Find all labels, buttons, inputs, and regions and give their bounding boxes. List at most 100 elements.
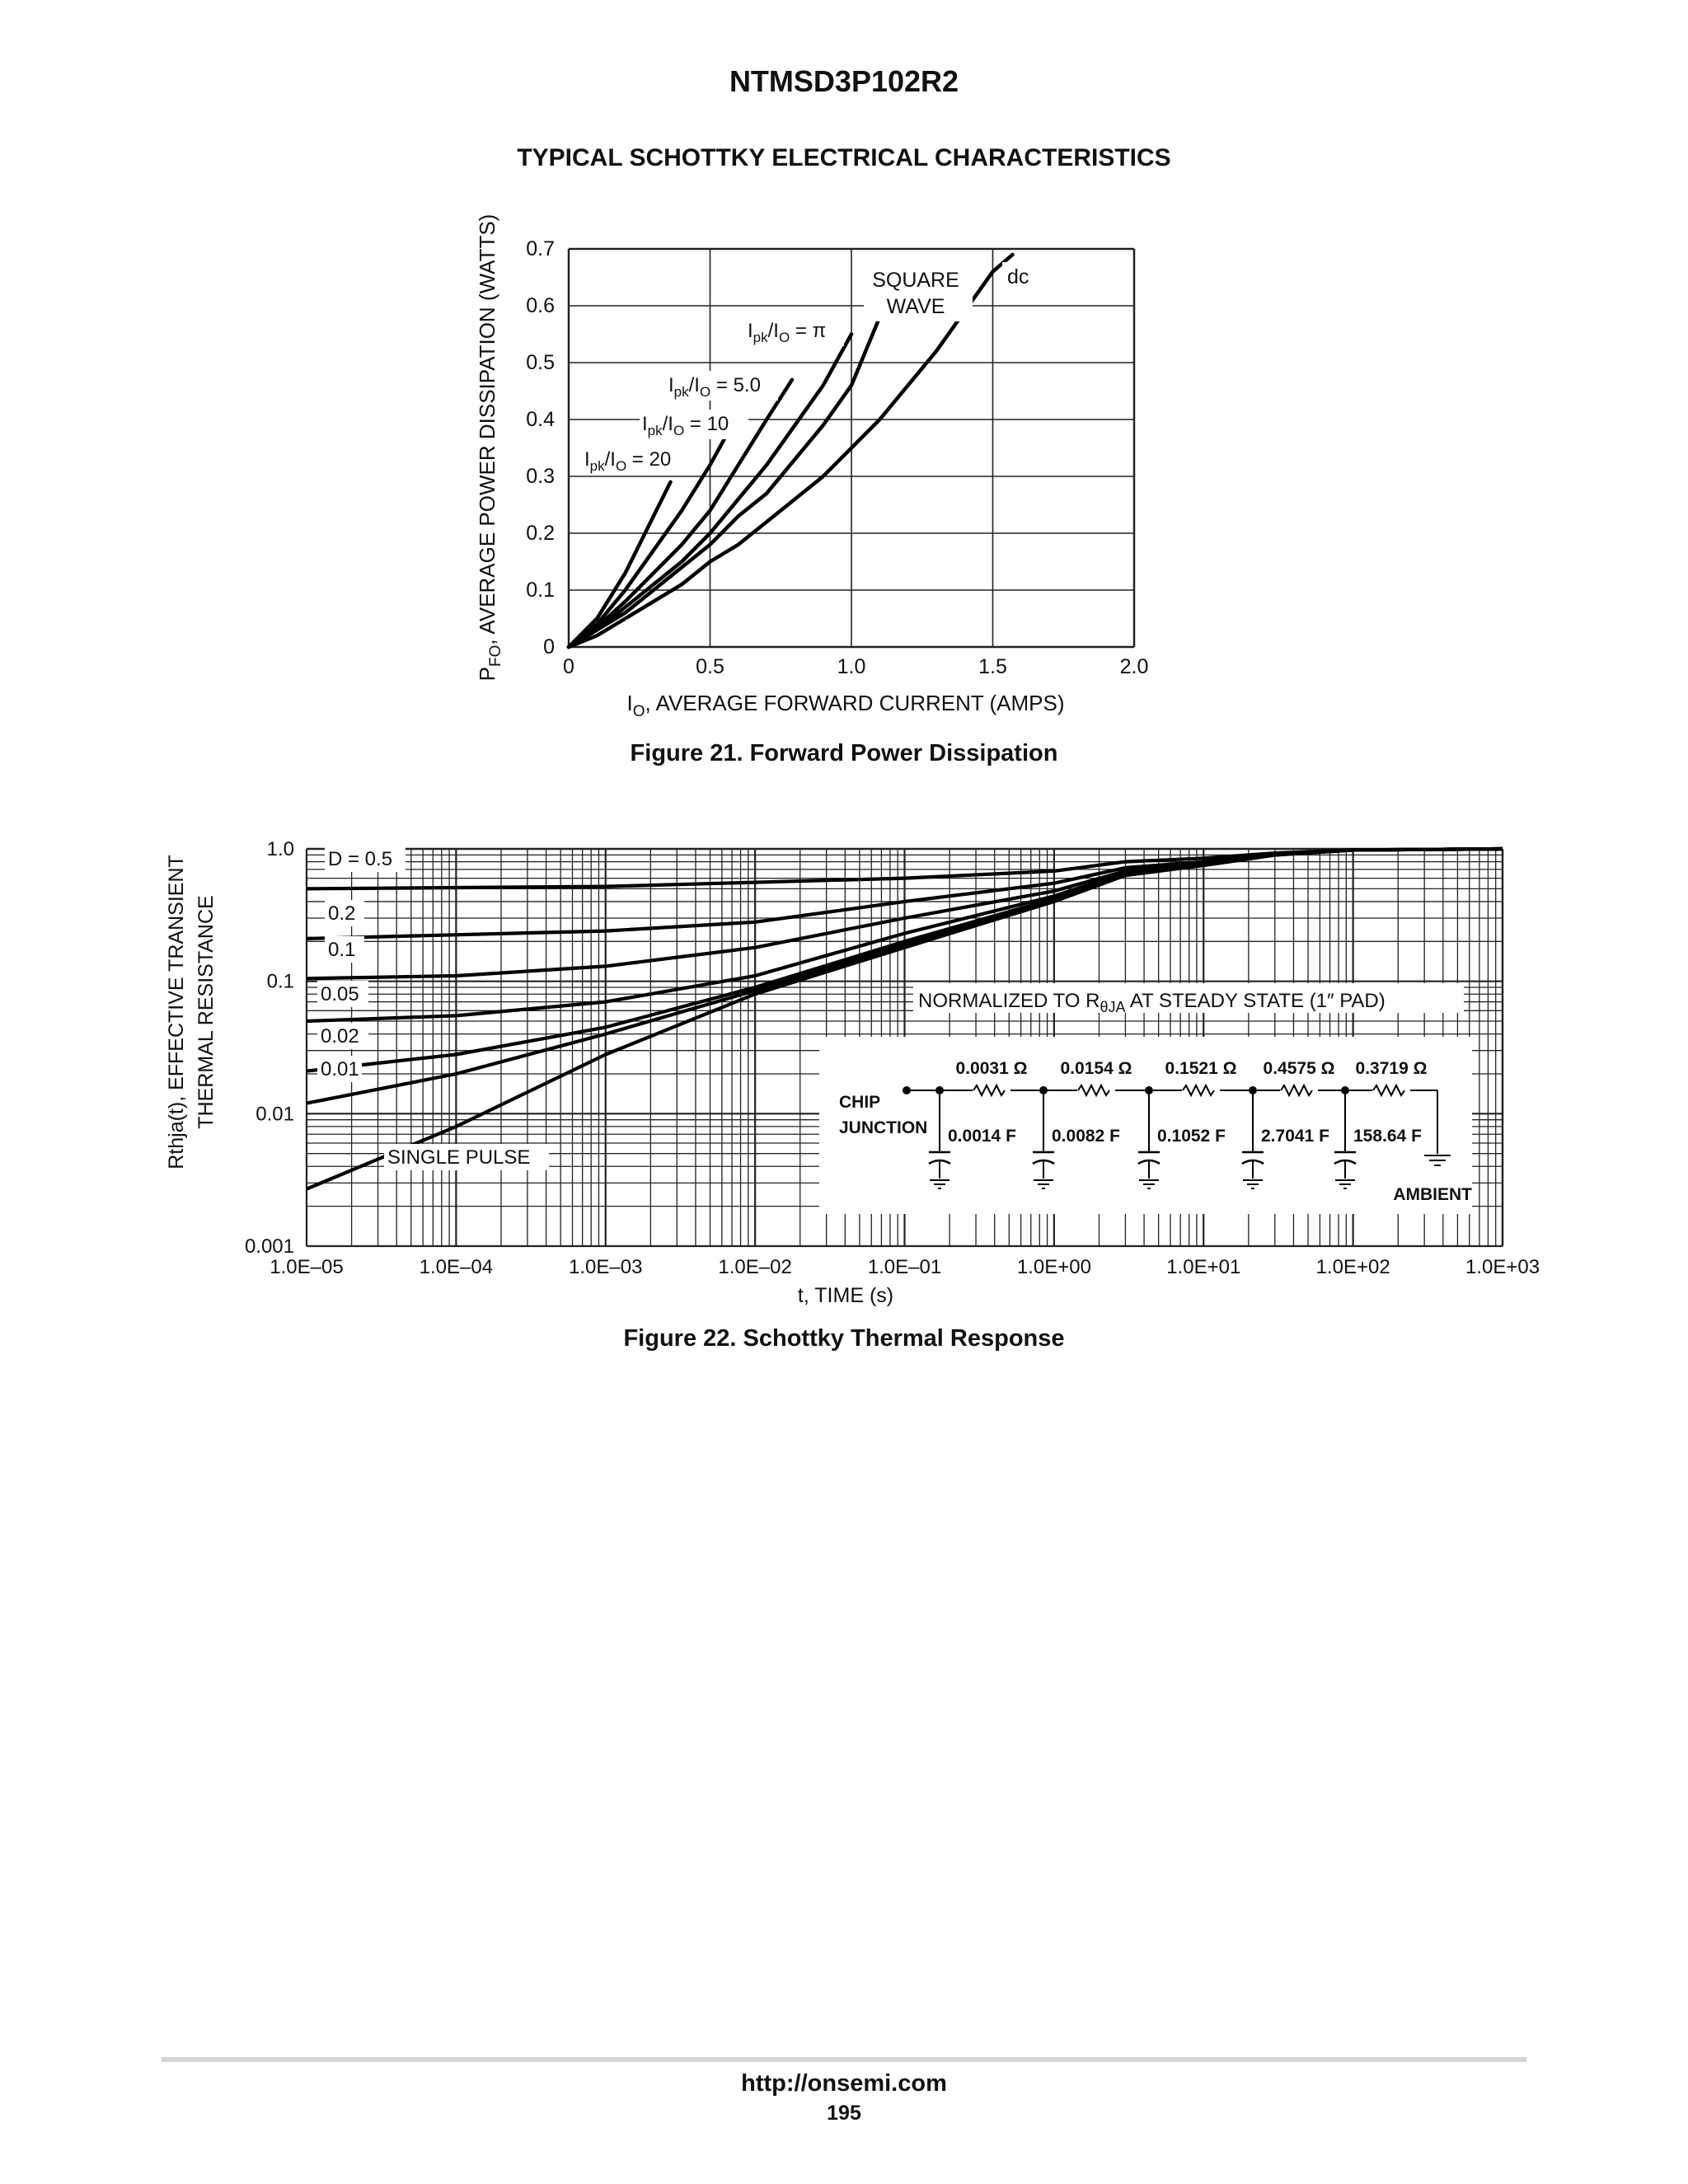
y-tick-label: 1.0: [267, 838, 294, 860]
series-label-ipk-5: Ipk/IO = 5.0: [668, 374, 761, 400]
chart-labels: D = 0.5 0.2 0.1 0.05 0.02 0.01 SINGLE PULSE NOR…: [317, 846, 1464, 1170]
resistor-label: 0.1521 Ω: [1165, 1059, 1237, 1078]
label-backing: [864, 265, 973, 321]
resistor-label: 0.0031 Ω: [956, 1059, 1028, 1078]
series-label: 0.01: [321, 1058, 359, 1080]
y-tick-label: 0.6: [526, 294, 555, 317]
capacitor-gap: [1337, 1152, 1353, 1160]
schottky-thermal-response-chart: 1.0E–05 1.0E–04 1.0E–03 1.0E–02 1.0E–01 1.0E+…: [165, 838, 1540, 1307]
resistor-label: 0.0154 Ω: [1061, 1059, 1132, 1078]
series-label: 0.02: [321, 1025, 359, 1047]
series-label: SINGLE PULSE: [387, 1146, 530, 1169]
resistor-symbol: [973, 1083, 1006, 1098]
resistor-symbol: [1280, 1083, 1313, 1098]
chart-labels: Ipk/IO = 20 Ipk/IO = 10 Ipk/IO = 5.0 Ipk/IO…: [582, 262, 1035, 475]
series-label-wave: WAVE: [887, 295, 945, 318]
ambient-label: AMBIENT: [1393, 1185, 1472, 1204]
label-backing: [325, 936, 364, 963]
x-tick-label: 0: [563, 655, 574, 678]
y-tick-label: 0.1: [267, 971, 294, 993]
series-line-3: [566, 332, 854, 649]
chart-ticks: 1.0E–05 1.0E–04 1.0E–03 1.0E–02 1.0E–01 1.0E+…: [245, 838, 1540, 1278]
footer-link[interactable]: http://onsemi.com: [741, 2070, 947, 2097]
label-backing: [666, 371, 778, 401]
label-backing: [317, 981, 368, 1007]
series-label: D = 0.5: [328, 848, 392, 870]
x-tick-label: 1.0E–04: [420, 1256, 493, 1278]
resistor-symbol: [1182, 1083, 1215, 1098]
x-axis-label: t, TIME (s): [798, 1284, 893, 1307]
x-tick-label: 1.5: [978, 655, 1007, 678]
label-backing: [1002, 262, 1035, 287]
series-line-5: [566, 252, 1015, 649]
label-backing: [640, 410, 748, 439]
label-backing: [317, 1023, 368, 1049]
x-tick-label: 1.0E+03: [1465, 1256, 1540, 1278]
series-line-4: [566, 315, 882, 649]
label-backing: [745, 316, 844, 346]
label-backing: [325, 900, 364, 926]
chart-grid: [567, 247, 1136, 649]
capacitor-gap: [1141, 1152, 1157, 1160]
x-tick-label: 1.0E+01: [1166, 1256, 1240, 1278]
series-label-dc: dc: [1007, 265, 1029, 288]
forward-power-dissipation-chart: 0 0.5 1.0 1.5 2.0 0 0.1 0.2 0.3 0.4 0.5 0.6 0.7 Ipk/…: [475, 214, 1148, 720]
y-tick-label: 0: [543, 635, 555, 658]
x-tick-label: 1.0: [837, 655, 866, 678]
y-tick-label: 0.4: [526, 408, 555, 431]
chart-ticks: 0 0.5 1.0 1.5 2.0 0 0.1 0.2 0.3 0.4 0.5 0.6 0.7: [526, 237, 1148, 678]
series-label: 0.2: [328, 902, 355, 925]
x-tick-label: 1.0E+00: [1017, 1256, 1091, 1278]
x-tick-label: 0.5: [696, 655, 724, 678]
capacitor-gap: [1245, 1152, 1261, 1160]
capacitor-label: 158.64 F: [1353, 1127, 1422, 1146]
series-label-ipk-pi: Ipk/IO = π: [748, 320, 826, 345]
capacitor-label: 0.0082 F: [1052, 1127, 1120, 1146]
page-number: 195: [827, 2102, 861, 2125]
y-tick-label: 0.1: [526, 579, 555, 602]
y-tick-label: 0.3: [526, 465, 555, 488]
chart-series: [306, 846, 1503, 1191]
label-backing: [325, 846, 406, 872]
series-label-square: SQUARE: [872, 269, 959, 292]
resistor-label: 0.4575 Ω: [1264, 1059, 1335, 1078]
document-title: NTMSD3P102R2: [729, 64, 959, 98]
figure-22-caption: Figure 22. Schottky Thermal Response: [623, 1325, 1065, 1352]
x-tick-label: 1.0E+02: [1316, 1256, 1390, 1278]
y-axis-label-line1: Rthja(t), EFFECTIVE TRANSIENT: [165, 855, 188, 1169]
y-tick-label: 0.5: [526, 351, 555, 374]
label-backing: [582, 445, 671, 475]
series-line-1: [566, 437, 726, 649]
x-tick-label: 1.0E–03: [569, 1256, 642, 1278]
x-tick-label: 1.0E–02: [718, 1256, 791, 1278]
figure-21-caption: Figure 21. Forward Power Dissipation: [630, 740, 1058, 766]
series-label-ipk-10: Ipk/IO = 10: [642, 413, 729, 438]
resistor-symbol: [1077, 1083, 1110, 1098]
y-tick-label: 0.01: [256, 1103, 294, 1125]
y-tick-label: 0.2: [526, 522, 555, 545]
section-title: TYPICAL SCHOTTKY ELECTRICAL CHARACTERIST…: [517, 144, 1171, 171]
footer-divider: [162, 2057, 1526, 2062]
chip-label: CHIP: [839, 1093, 880, 1112]
x-tick-label: 2.0: [1120, 655, 1149, 678]
x-tick-label: 1.0E–01: [868, 1256, 941, 1278]
capacitor-label: 0.0014 F: [948, 1127, 1016, 1146]
rc-thermal-network-diagram: 0.0031 Ω 0.0154 Ω 0.1521 Ω 0.4575 Ω 0.3719 Ω…: [819, 1037, 1472, 1214]
series-label: 0.1: [328, 939, 355, 961]
chart-series: [566, 252, 1015, 649]
normalization-note: NORMALIZED TO RθJA AT STEADY STATE (1″ P…: [918, 990, 1386, 1015]
capacitor-label: 0.1052 F: [1157, 1127, 1226, 1146]
label-backing: [913, 983, 1464, 1013]
label-backing: [317, 1056, 362, 1082]
x-axis-label: IO, AVERAGE FORWARD CURRENT (AMPS): [627, 691, 1065, 720]
y-tick-label: 0.001: [245, 1235, 294, 1258]
label-backing: [384, 1144, 549, 1170]
series-line-0: [566, 480, 673, 649]
resistor-symbol: [1372, 1083, 1405, 1098]
series-line-2: [566, 377, 795, 649]
resistor-label: 0.3719 Ω: [1356, 1059, 1428, 1078]
x-tick-label: 1.0E–05: [270, 1256, 343, 1278]
y-tick-label: 0.7: [526, 237, 555, 260]
junction-label: JUNCTION: [839, 1118, 927, 1137]
y-axis-label-line2: THERMAL RESISTANCE: [195, 895, 218, 1128]
